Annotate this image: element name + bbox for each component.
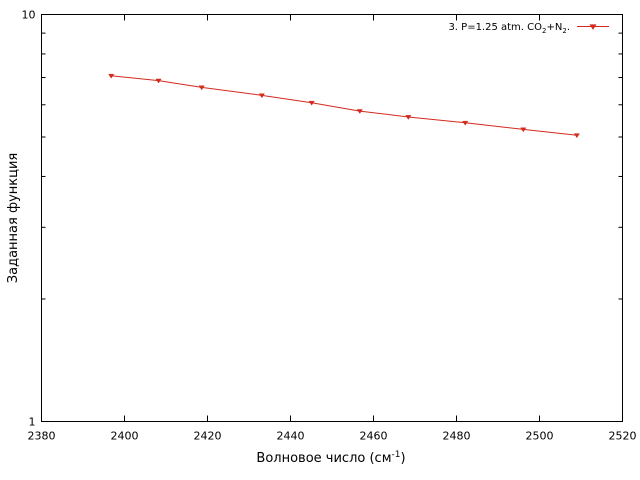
tick-labels: 2380 2400 2420 2440 2460 2480 2500 2520 1 10 [22, 9, 637, 443]
x-tick-label: 2400 [111, 430, 139, 443]
x-tick-label: 2500 [526, 430, 554, 443]
legend-sub-2: 2 [562, 27, 566, 35]
legend-sub-1: 2 [542, 27, 546, 35]
legend-marker [589, 24, 597, 30]
data-point [573, 133, 580, 139]
series-line [111, 75, 577, 136]
plot-frame [41, 14, 623, 422]
y-tick-label: 10 [22, 9, 36, 22]
data-point [198, 85, 205, 91]
data-point [520, 127, 527, 133]
y-axis-title: Заданная функция [6, 153, 21, 283]
legend-mid: +N [546, 22, 562, 33]
x-tick-label: 2440 [277, 430, 305, 443]
x-tick-label: 2520 [609, 430, 637, 443]
legend-label: 3. P=1.25 atm. CO2+N2. [448, 22, 570, 35]
x-axis-title-end: ) [400, 451, 405, 466]
data-point [258, 93, 265, 99]
axis-ticks [41, 14, 623, 422]
data-point [462, 120, 469, 126]
series-1 [108, 73, 580, 139]
x-tick-label: 2480 [443, 430, 471, 443]
data-point [356, 109, 363, 114]
x-tick-label: 2380 [28, 430, 56, 443]
data-point [108, 73, 115, 79]
data-point [155, 78, 162, 84]
x-axis-title-sup: -1 [392, 450, 401, 460]
legend: 3. P=1.25 atm. CO2+N2. [448, 22, 609, 35]
x-tick-label: 2420 [194, 430, 222, 443]
x-axis-title: Волновое число (см-1) [256, 450, 405, 466]
legend-suffix: . [567, 22, 570, 33]
y-tick-label: 1 [29, 416, 36, 429]
data-point [405, 115, 412, 120]
data-point [308, 100, 315, 106]
x-tick-label: 2460 [360, 430, 388, 443]
